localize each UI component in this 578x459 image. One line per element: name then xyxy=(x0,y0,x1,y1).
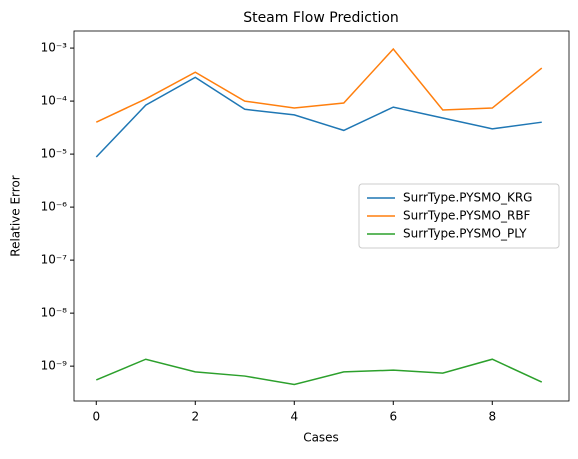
y-tick-label: 10⁻⁵ xyxy=(41,147,68,161)
y-tick-label: 10⁻⁶ xyxy=(41,200,68,214)
legend-label: SurrType.PYSMO_PLY xyxy=(403,227,527,241)
y-tick-label: 10⁻⁷ xyxy=(41,253,68,267)
legend-label: SurrType.PYSMO_RBF xyxy=(403,209,531,223)
x-tick-label: 6 xyxy=(389,410,397,424)
legend-box xyxy=(358,183,560,249)
y-tick-label: 10⁻⁸ xyxy=(41,306,68,320)
legend-label: SurrType.PYSMO_KRG xyxy=(403,191,532,205)
x-tick-label: 2 xyxy=(191,410,199,424)
series-line xyxy=(95,358,543,386)
y-axis-label: Relative Error xyxy=(9,175,23,257)
x-tick-label: 8 xyxy=(488,410,496,424)
x-tick-label: 4 xyxy=(290,410,298,424)
series-line xyxy=(95,47,543,123)
series-line xyxy=(95,76,542,158)
chart-title: Steam Flow Prediction xyxy=(243,10,399,26)
x-tick-label: 0 xyxy=(92,410,100,424)
plot-frame xyxy=(73,30,570,402)
y-tick-label: 10⁻³ xyxy=(41,41,68,55)
y-tick-label: 10⁻⁴ xyxy=(41,94,68,108)
x-axis-label: Cases xyxy=(303,431,339,445)
y-tick-label: 10⁻⁹ xyxy=(41,359,68,373)
